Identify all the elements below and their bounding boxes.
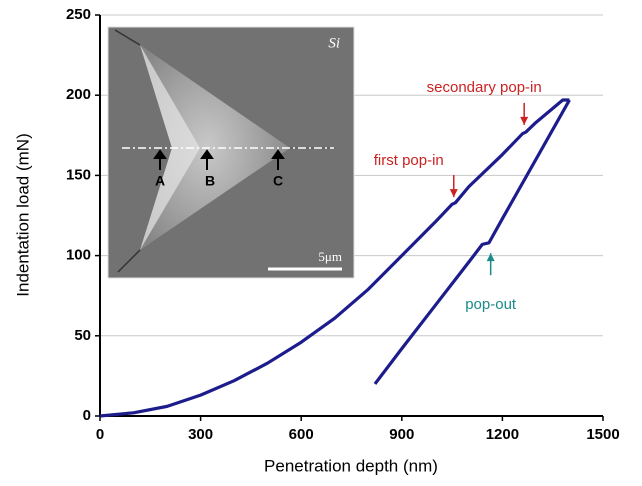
y-tick-label: 50 xyxy=(74,327,91,344)
y-tick-label: 250 xyxy=(66,6,91,23)
x-axis-label: Penetration depth (nm) xyxy=(264,456,438,475)
annotation-label: secondary pop-in xyxy=(427,79,542,96)
inset-label: Si xyxy=(328,35,340,51)
annotation-label: pop-out xyxy=(465,296,517,313)
y-tick-label: 100 xyxy=(66,247,91,264)
y-axis-label: Indentation load (mN) xyxy=(13,133,32,296)
annotation-arrowhead xyxy=(449,189,458,198)
data-line xyxy=(99,98,570,418)
annotation-label: first pop-in xyxy=(374,152,444,169)
annotation-arrowhead xyxy=(520,116,529,125)
annotation-arrowhead xyxy=(486,253,495,262)
inset-image: Si A B C 5μm xyxy=(107,26,355,279)
x-tick-label: 1500 xyxy=(586,426,619,443)
inset-marker: C xyxy=(273,173,283,189)
x-tick-label: 900 xyxy=(389,426,414,443)
y-tick-label: 0 xyxy=(83,407,91,424)
data-line xyxy=(373,99,571,385)
x-tick-label: 600 xyxy=(289,426,314,443)
annotation: first pop-in xyxy=(374,152,458,198)
inset-marker: A xyxy=(155,173,165,189)
scale-bar-label: 5μm xyxy=(318,249,342,264)
y-tick-label: 200 xyxy=(66,86,91,103)
annotation: secondary pop-in xyxy=(427,79,542,125)
x-tick-label: 300 xyxy=(188,426,213,443)
x-tick-label: 1200 xyxy=(486,426,519,443)
inset-marker: B xyxy=(205,173,215,189)
x-tick-label: 0 xyxy=(96,426,104,443)
y-tick-label: 150 xyxy=(66,166,91,183)
annotation: pop-out xyxy=(465,253,517,313)
